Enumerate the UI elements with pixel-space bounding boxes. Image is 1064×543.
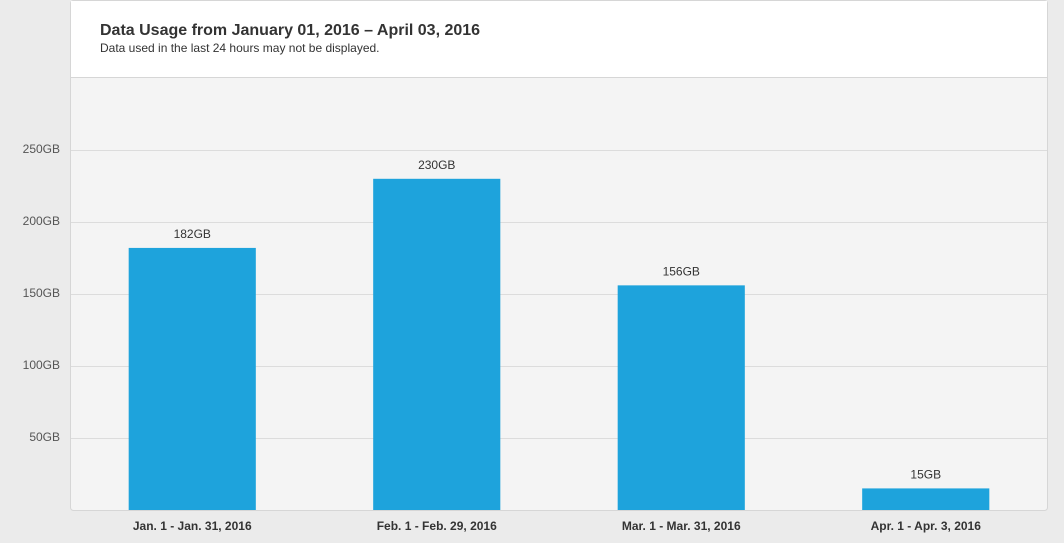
chart-subtitle: Data used in the last 24 hours may not b… bbox=[100, 41, 380, 55]
bar bbox=[373, 178, 501, 511]
card bbox=[70, 0, 1048, 511]
bar bbox=[862, 488, 990, 510]
y-tick-label: 250GB bbox=[23, 142, 60, 156]
x-tick-label: Jan. 1 - Jan. 31, 2016 bbox=[133, 519, 252, 533]
x-tick-label: Apr. 1 - Apr. 3, 2016 bbox=[871, 519, 982, 533]
value-label: 182GB bbox=[174, 227, 211, 241]
y-tick-label: 150GB bbox=[23, 286, 60, 300]
y-tick-label: 100GB bbox=[23, 358, 60, 372]
bar bbox=[617, 285, 745, 510]
value-label: 15GB bbox=[910, 468, 941, 482]
y-tick-label: 50GB bbox=[29, 430, 60, 444]
value-label: 156GB bbox=[663, 265, 700, 279]
card-header bbox=[71, 1, 1047, 77]
x-tick-label: Mar. 1 - Mar. 31, 2016 bbox=[622, 519, 741, 533]
value-label: 230GB bbox=[418, 158, 455, 172]
y-tick-label: 200GB bbox=[23, 214, 60, 228]
chart-title: Data Usage from January 01, 2016 – April… bbox=[100, 22, 480, 39]
bar bbox=[128, 247, 256, 511]
x-tick-label: Feb. 1 - Feb. 29, 2016 bbox=[377, 519, 497, 533]
